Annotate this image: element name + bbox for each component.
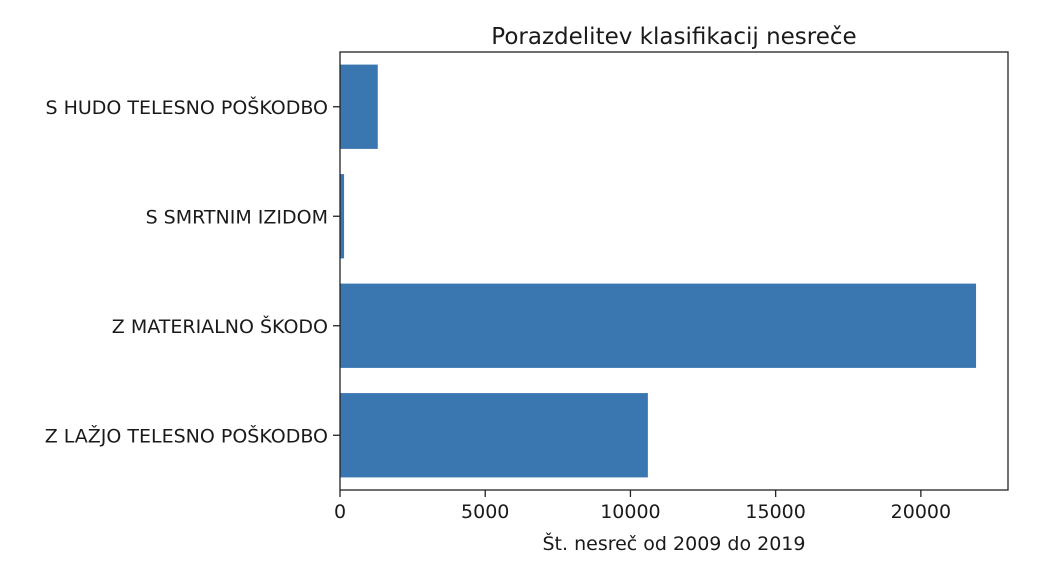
x-axis: 0 5000 10000 15000 20000 [334, 490, 951, 523]
x-tick-label: 0 [334, 501, 346, 523]
x-tick-label: 10000 [600, 501, 660, 523]
y-axis: S HUDO TELESNO POŠKODBO S SMRTNIM IZIDOM Z… [45, 95, 340, 447]
bar [340, 393, 648, 478]
chart-title: Porazdelitev klasifikacij nesreče [491, 24, 856, 50]
x-tick-label: 5000 [461, 501, 509, 523]
y-tick-label: S SMRTNIM IZIDOM [146, 206, 328, 228]
bar [340, 174, 345, 259]
y-tick-label: Z MATERIALNO ŠKODO [112, 314, 328, 338]
x-tick-label: 15000 [745, 501, 805, 523]
bar [340, 64, 378, 149]
y-tick-label: S HUDO TELESNO POŠKODBO [45, 95, 328, 119]
x-axis-label: Št. nesreč od 2009 do 2019 [543, 531, 806, 555]
x-tick-label: 20000 [891, 501, 951, 523]
bar [340, 283, 977, 368]
y-tick-label: Z LAŽJO TELESNO POŠKODBO [45, 423, 328, 447]
bars-group [340, 64, 977, 478]
plot-frame [339, 51, 1009, 491]
